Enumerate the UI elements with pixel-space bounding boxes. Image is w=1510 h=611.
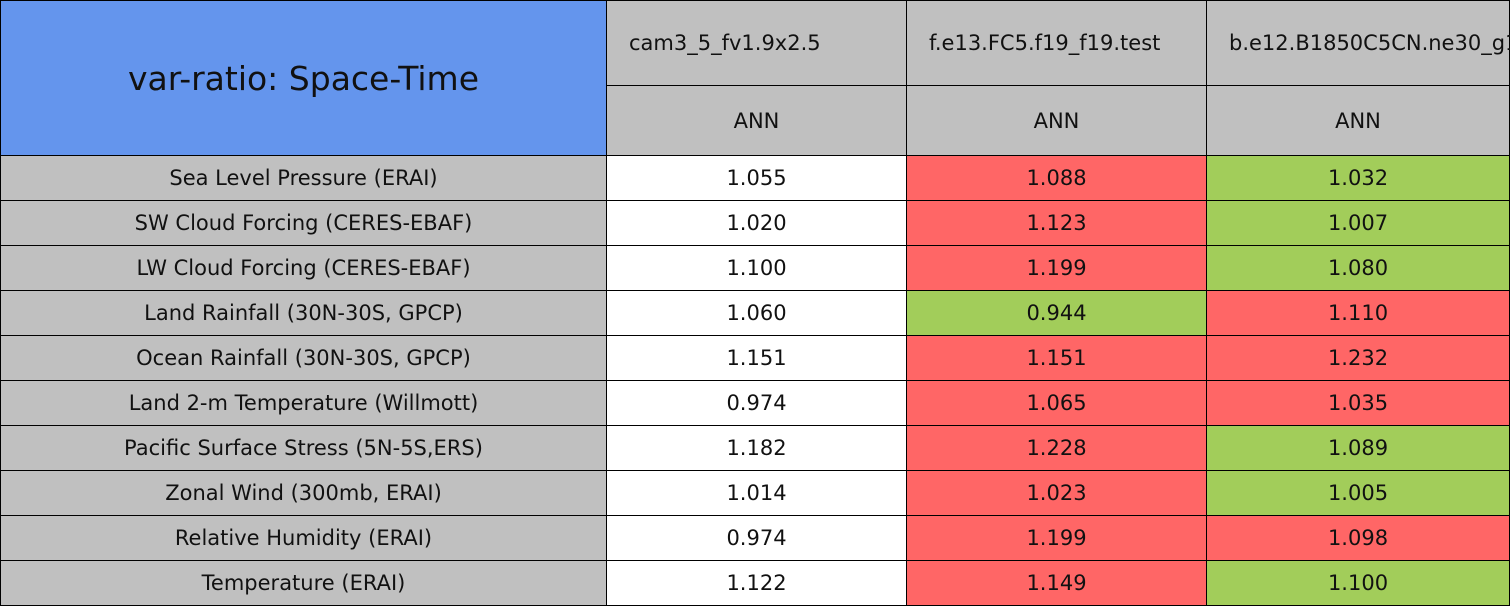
value-cell-text: 1.228 xyxy=(1026,436,1087,460)
value-cell: 1.005 xyxy=(1206,470,1510,516)
row-label: Land Rainfall (30N-30S, GPCP) xyxy=(0,290,607,336)
value-cell: 1.182 xyxy=(606,425,907,471)
row-label-text: LW Cloud Forcing (CERES-EBAF) xyxy=(136,256,471,280)
value-cell-text: 1.098 xyxy=(1327,526,1389,550)
row-label: LW Cloud Forcing (CERES-EBAF) xyxy=(0,245,607,291)
value-cell: 1.088 xyxy=(906,155,1207,201)
model-header-text: f.e13.FC5.f19_f19.test xyxy=(929,31,1161,55)
row-label: Land 2-m Temperature (Willmott) xyxy=(0,380,607,426)
row-label: Sea Level Pressure (ERAI) xyxy=(0,155,607,201)
value-cell: 1.060 xyxy=(606,290,907,336)
value-cell: 1.100 xyxy=(606,245,907,291)
value-cell-text: 1.055 xyxy=(726,166,787,190)
value-cell: 1.228 xyxy=(906,425,1207,471)
value-cell-text: 1.151 xyxy=(726,346,787,370)
value-cell-text: 1.088 xyxy=(1026,166,1087,190)
row-label-text: Relative Humidity (ERAI) xyxy=(174,526,433,550)
model-header: cam3_5_fv1.9x2.5 xyxy=(606,0,907,86)
value-cell: 1.055 xyxy=(606,155,907,201)
value-cell-text: 1.100 xyxy=(726,256,787,280)
value-cell-text: 1.110 xyxy=(1327,301,1389,325)
model-header-text: b.e12.B1850C5CN.ne30_g16.in xyxy=(1229,31,1510,55)
season-header: ANN xyxy=(906,85,1207,156)
row-label: Zonal Wind (300mb, ERAI) xyxy=(0,470,607,516)
row-label-text: Pacific Surface Stress (5N-5S,ERS) xyxy=(124,436,483,460)
season-header-text: ANN xyxy=(1335,108,1381,133)
value-cell: 1.035 xyxy=(1206,380,1510,426)
value-cell: 1.149 xyxy=(906,560,1207,606)
value-cell-text: 1.023 xyxy=(1026,481,1087,505)
value-cell: 1.007 xyxy=(1206,200,1510,246)
value-cell-text: 1.100 xyxy=(1327,571,1389,595)
model-header-bg xyxy=(606,0,907,86)
row-label: Pacific Surface Stress (5N-5S,ERS) xyxy=(0,425,607,471)
season-header: ANN xyxy=(606,85,907,156)
value-cell: 1.199 xyxy=(906,245,1207,291)
model-header-bg xyxy=(906,0,1207,86)
row-label: Ocean Rainfall (30N-30S, GPCP) xyxy=(0,335,607,381)
value-cell: 1.151 xyxy=(606,335,907,381)
value-cell-text: 1.199 xyxy=(1026,526,1087,550)
value-cell-text: 1.149 xyxy=(1026,571,1087,595)
value-cell-text: 1.065 xyxy=(1026,391,1087,415)
value-cell: 1.122 xyxy=(606,560,907,606)
value-cell-text: 1.005 xyxy=(1327,481,1389,505)
value-cell: 0.944 xyxy=(906,290,1207,336)
value-cell-text: 1.089 xyxy=(1327,436,1389,460)
row-label-text: Ocean Rainfall (30N-30S, GPCP) xyxy=(136,346,471,370)
model-header: b.e12.B1850C5CN.ne30_g16.in xyxy=(1206,0,1510,86)
value-cell-text: 1.035 xyxy=(1327,391,1389,415)
value-cell: 1.089 xyxy=(1206,425,1510,471)
value-cell-text: 1.122 xyxy=(726,571,787,595)
value-cell-text: 0.974 xyxy=(726,526,787,550)
row-label: Temperature (ERAI) xyxy=(0,560,607,606)
row-label-text: SW Cloud Forcing (CERES-EBAF) xyxy=(134,211,473,235)
value-cell: 1.098 xyxy=(1206,515,1510,561)
row-label: Relative Humidity (ERAI) xyxy=(0,515,607,561)
value-cell: 1.151 xyxy=(906,335,1207,381)
value-cell-text: 1.020 xyxy=(726,211,787,235)
value-cell: 1.014 xyxy=(606,470,907,516)
row-label-text: Temperature (ERAI) xyxy=(201,571,406,595)
row-label-text: Sea Level Pressure (ERAI) xyxy=(169,166,438,190)
season-header: ANN xyxy=(1206,85,1510,156)
season-header-text: ANN xyxy=(1033,108,1080,133)
value-cell-text: 1.060 xyxy=(726,301,787,325)
row-label-text: Land Rainfall (30N-30S, GPCP) xyxy=(144,301,463,325)
value-cell: 1.110 xyxy=(1206,290,1510,336)
season-header-text: ANN xyxy=(733,108,780,133)
value-cell-text: 1.007 xyxy=(1327,211,1389,235)
value-cell-text: 1.014 xyxy=(726,481,787,505)
row-label: SW Cloud Forcing (CERES-EBAF) xyxy=(0,200,607,246)
value-cell-text: 1.182 xyxy=(726,436,787,460)
value-cell-text: 1.151 xyxy=(1026,346,1087,370)
model-header: f.e13.FC5.f19_f19.test xyxy=(906,0,1207,86)
model-header-text: cam3_5_fv1.9x2.5 xyxy=(629,31,821,55)
value-cell: 1.020 xyxy=(606,200,907,246)
value-cell-text: 1.232 xyxy=(1327,346,1389,370)
value-cell-text: 1.199 xyxy=(1026,256,1087,280)
value-cell-text: 0.974 xyxy=(726,391,787,415)
value-cell: 0.974 xyxy=(606,380,907,426)
value-cell: 1.080 xyxy=(1206,245,1510,291)
value-cell-text: 1.080 xyxy=(1327,256,1389,280)
value-cell: 1.065 xyxy=(906,380,1207,426)
title-cell: var-ratio: Space-Time xyxy=(0,0,607,156)
value-cell-text: 1.123 xyxy=(1026,211,1087,235)
row-label-text: Zonal Wind (300mb, ERAI) xyxy=(165,481,442,505)
value-cell: 1.032 xyxy=(1206,155,1510,201)
value-cell: 1.123 xyxy=(906,200,1207,246)
value-cell-text: 0.944 xyxy=(1026,301,1087,325)
value-cell: 1.023 xyxy=(906,470,1207,516)
value-cell: 1.232 xyxy=(1206,335,1510,381)
value-cell: 0.974 xyxy=(606,515,907,561)
value-cell-text: 1.032 xyxy=(1327,166,1389,190)
title-cell-text: var-ratio: Space-Time xyxy=(127,58,479,98)
value-cell: 1.199 xyxy=(906,515,1207,561)
row-label-text: Land 2-m Temperature (Willmott) xyxy=(128,391,479,415)
value-cell: 1.100 xyxy=(1206,560,1510,606)
